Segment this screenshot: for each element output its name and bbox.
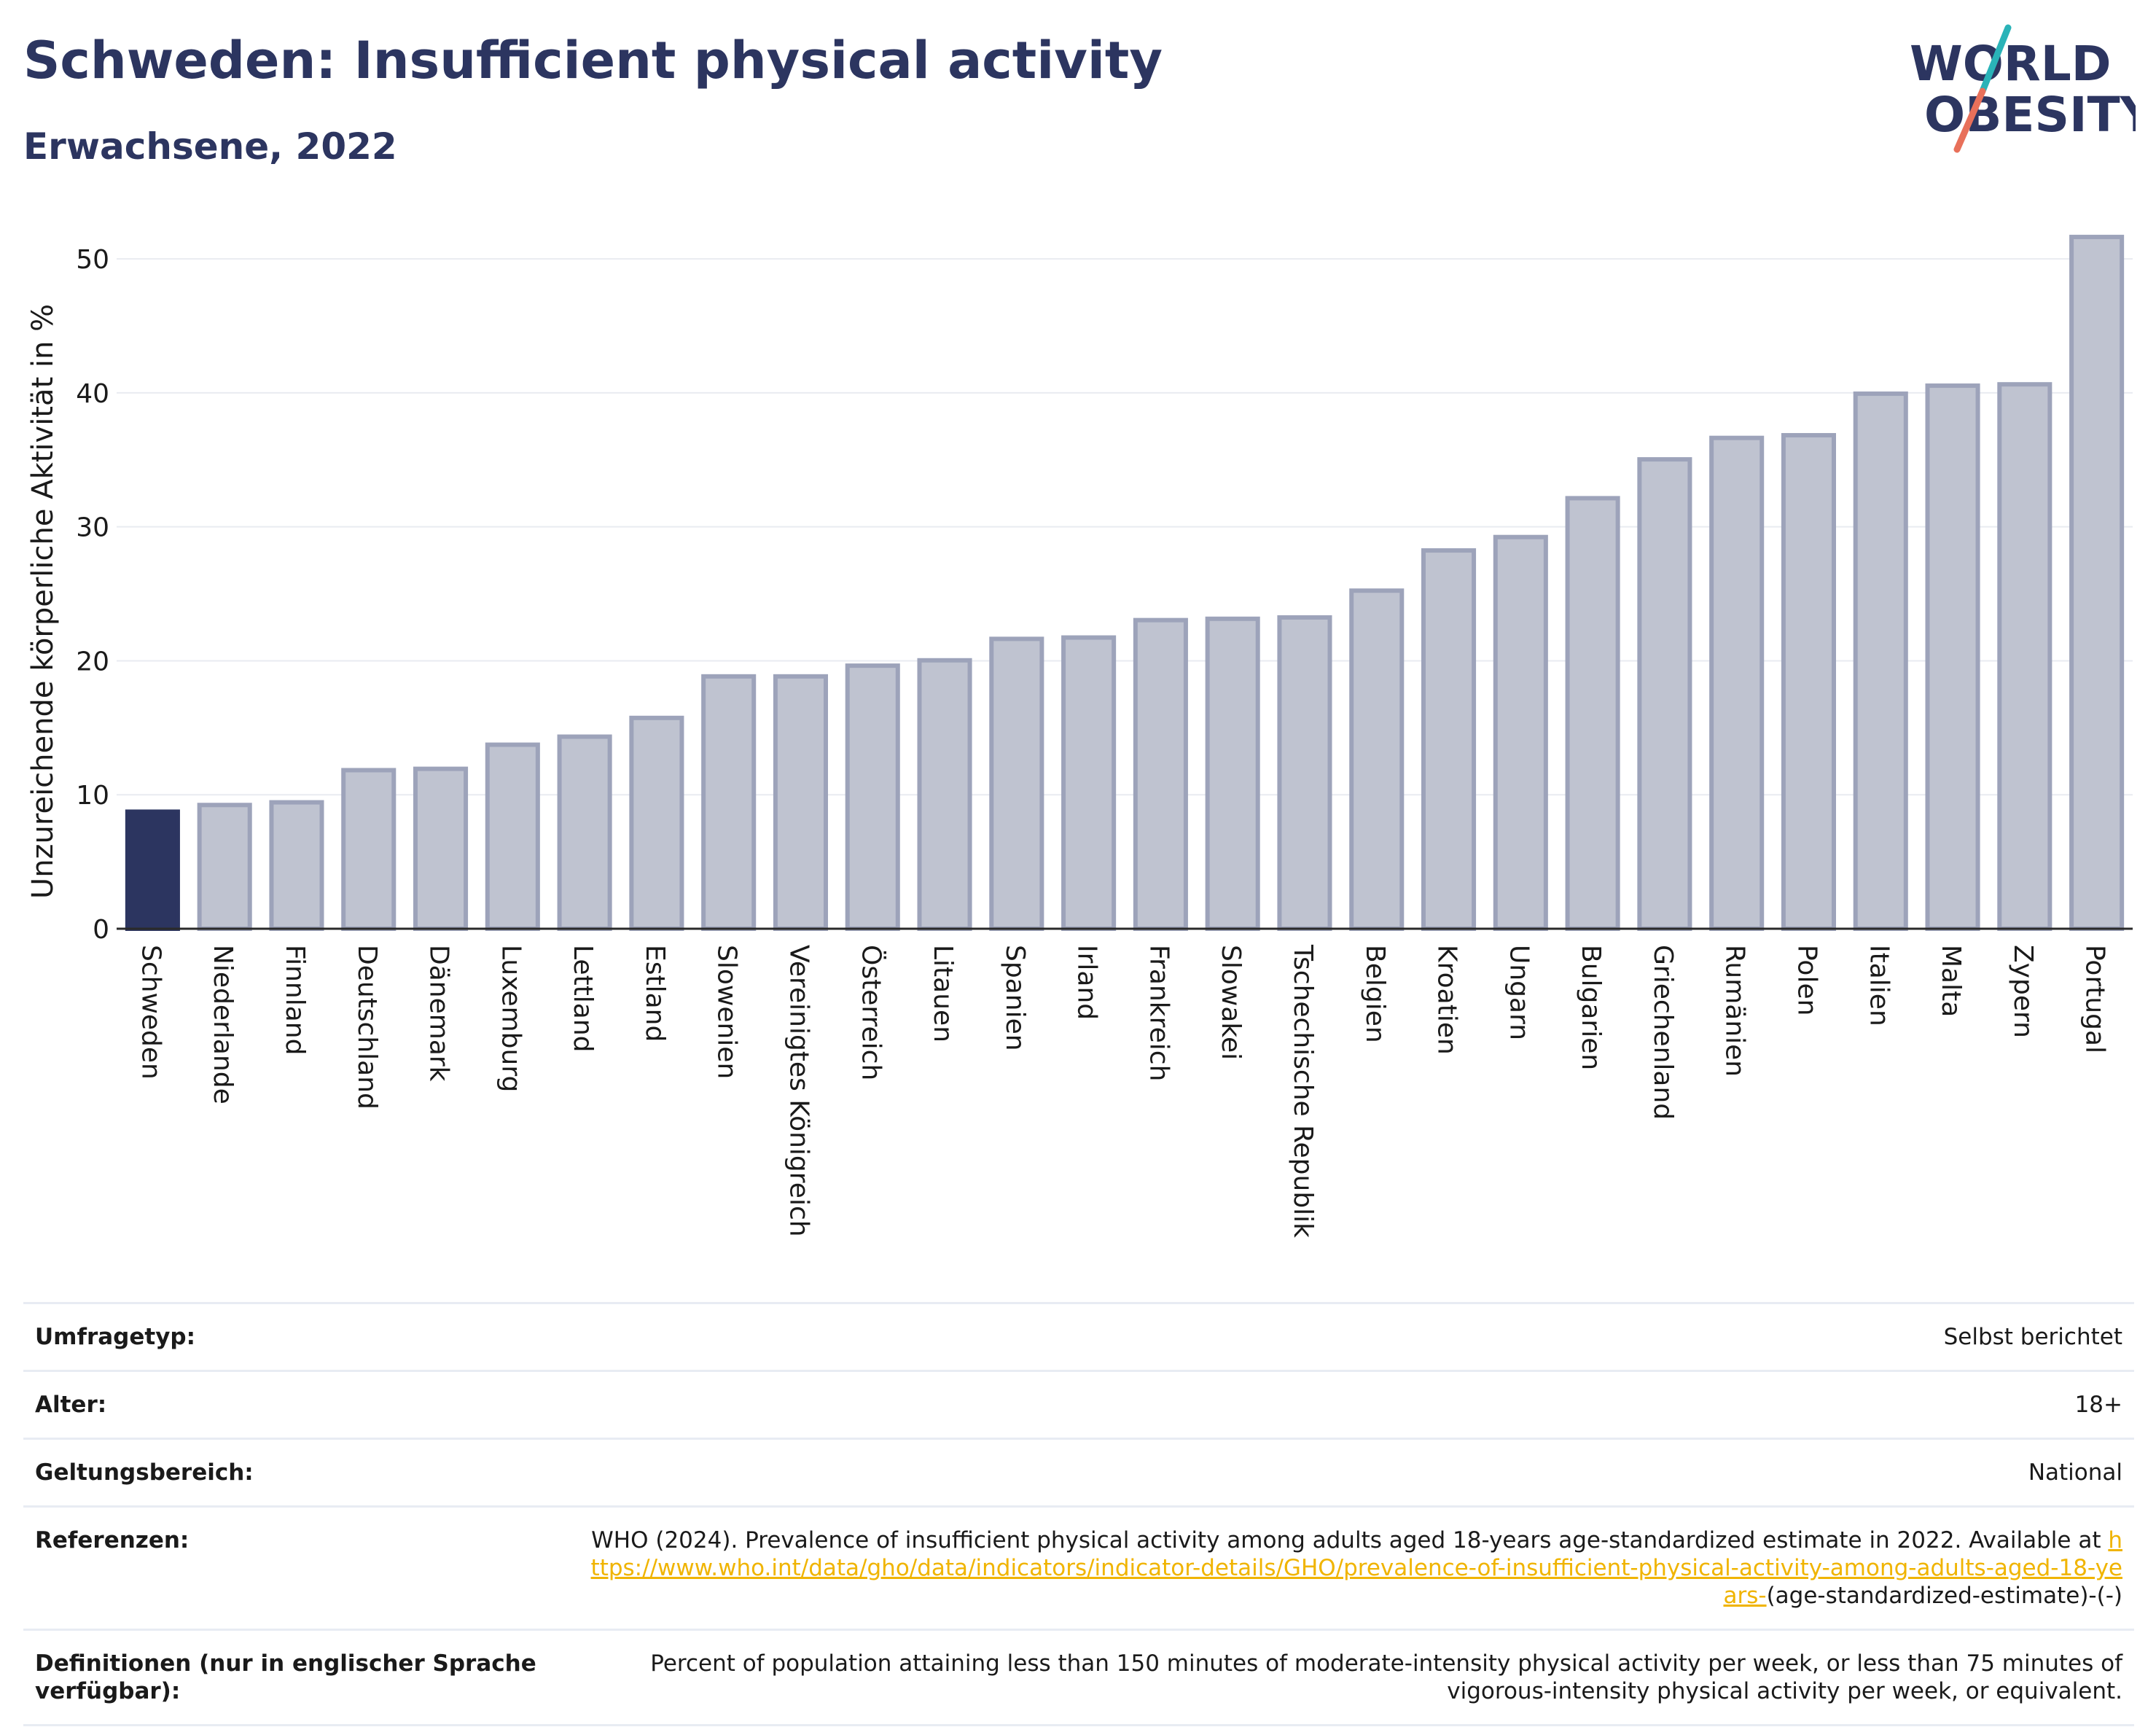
y-tick-label: 50 [76, 245, 109, 275]
bar-italien [1853, 391, 1908, 931]
x-tick-label: Slowenien [712, 945, 742, 1079]
x-tick-label: Dänemark [424, 945, 454, 1082]
y-tick-label: 30 [76, 513, 109, 543]
bar-zypern [1997, 382, 2053, 931]
x-tick-label: Schweden [136, 945, 165, 1080]
bar-malta [1925, 383, 1980, 931]
metadata-row: Alter: 18+ [23, 1370, 2134, 1439]
metadata-value: Selbst berichtet [571, 1302, 2134, 1371]
bar-luxemburg [485, 742, 540, 931]
metadata-value: National [571, 1438, 2134, 1507]
reference-text: WHO (2024). Prevalence of insufficient p… [591, 1527, 2109, 1553]
metadata-row: Geltungsbereich: National [23, 1438, 2134, 1507]
logo-text-obesity: OBESITY [1924, 87, 2136, 143]
bar-tschechische-republik [1277, 615, 1332, 931]
bar-deutschland [341, 768, 397, 931]
bar-irland [1061, 635, 1117, 931]
x-tick-label: Portugal [2080, 945, 2110, 1053]
y-tick-label: 0 [93, 915, 109, 945]
metadata-label: Umfragetyp: [23, 1302, 571, 1371]
bar-estland [629, 715, 684, 931]
x-tick-label: Spanien [1000, 945, 1030, 1051]
reference-suffix: (age-standardized-estimate)-(-) [1766, 1583, 2122, 1609]
bar-niederlande [197, 803, 252, 931]
metadata-label: Geltungsbereich: [23, 1438, 571, 1507]
bar-chart: 0 10 20 30 40 50 Schweden Niederlande Finnland D… [26, 235, 2133, 1238]
bar-litauen [917, 658, 972, 931]
x-tick-label: Slowakei [1216, 945, 1246, 1060]
x-tick-label: Ungarn [1504, 945, 1534, 1040]
x-tick-label: Kroatien [1432, 945, 1462, 1055]
x-tick-label: Polen [1792, 945, 1821, 1015]
y-axis-label: Unzureichende körperliche Aktivität in % [26, 304, 60, 899]
x-tick-label: Griechenland [1648, 945, 1678, 1120]
metadata-row: Umfragetyp: Selbst berichtet [23, 1302, 2134, 1371]
bar-finnland [269, 800, 324, 932]
y-tick-labels: 0 10 20 30 40 50 [76, 245, 109, 945]
bar-portugal [2069, 235, 2125, 931]
bar-frankreich [1133, 617, 1188, 931]
logo-slash-teal [1979, 24, 2012, 95]
metadata-label: Definitionen (nur in englischer Sprache … [23, 1629, 571, 1726]
metadata-value: WHO (2024). Prevalence of insufficient p… [571, 1505, 2134, 1630]
x-tick-label: Frankreich [1144, 945, 1173, 1081]
bar-dänemark [413, 766, 469, 931]
x-tick-label: Deutschland [352, 945, 382, 1110]
bar-lettland [557, 734, 612, 932]
y-tick-label: 10 [76, 781, 109, 811]
bar-ungarn [1493, 534, 1548, 931]
bar-bulgarien [1565, 496, 1620, 931]
bar-kroatien [1421, 548, 1477, 931]
x-tick-label: Belgien [1360, 945, 1390, 1043]
metadata-row: Referenzen: WHO (2024). Prevalence of ins… [23, 1505, 2134, 1630]
metadata-value: Percent of population attaining less tha… [571, 1629, 2134, 1726]
bar-polen [1781, 433, 1837, 931]
x-tick-label: Vereinigtes Königreich [784, 945, 813, 1237]
y-tick-label: 40 [76, 379, 109, 409]
metadata-label: Alter: [23, 1370, 571, 1439]
x-tick-label: Italien [1864, 945, 1894, 1026]
bar-belgien [1349, 588, 1405, 931]
bar-spanien [989, 636, 1044, 931]
x-tick-label: Rumänien [1720, 945, 1750, 1077]
logo-slash-coral [1953, 87, 1986, 153]
metadata-value: 18+ [571, 1370, 2134, 1439]
x-tick-label: Malta [1936, 945, 1966, 1017]
x-tick-label: Luxemburg [496, 945, 526, 1092]
bars [125, 235, 2125, 932]
bar-slowakei [1205, 616, 1260, 931]
x-tick-label: Finnland [280, 945, 310, 1055]
x-tick-label: Lettland [568, 945, 598, 1053]
bar-slowenien [701, 674, 757, 931]
metadata-label: Referenzen: [23, 1505, 571, 1630]
x-tick-label: Estland [640, 945, 670, 1042]
x-tick-label: Bulgarien [1576, 945, 1606, 1070]
x-tick-label: Zypern [2008, 945, 2038, 1038]
bar-vereinigtes-königreich [773, 674, 829, 931]
x-tick-label: Niederlande [208, 945, 238, 1104]
metadata-row: Definitionen (nur in englischer Sprache … [23, 1629, 2134, 1726]
chart-subtitle: Erwachsene, 2022 [23, 125, 397, 168]
x-tick-label: Österreich [856, 945, 886, 1080]
reference-link[interactable]: https://www.who.int/data/gho/data/indica… [590, 1527, 2122, 1609]
x-tick-label: Tschechische Republik [1288, 944, 1318, 1238]
metadata-table: Umfragetyp: Selbst berichtet Alter: 18+ Gelt… [23, 1302, 2134, 1726]
logo-text-world: WORLD [1910, 36, 2112, 92]
bar-schweden [125, 809, 180, 932]
x-tick-label: Irland [1072, 945, 1102, 1020]
bar-griechenland [1637, 457, 1692, 931]
y-tick-label: 20 [76, 647, 109, 677]
x-tick-labels: Schweden Niederlande Finnland Deutschland Dä… [136, 944, 2109, 1238]
chart-title: Schweden: Insufficient physical activity [23, 31, 1163, 90]
x-tick-label: Litauen [928, 945, 958, 1042]
world-obesity-logo: WORLD OBESITY [1910, 24, 2136, 153]
bar-rumänien [1709, 435, 1765, 931]
bar-österreich [845, 663, 900, 931]
